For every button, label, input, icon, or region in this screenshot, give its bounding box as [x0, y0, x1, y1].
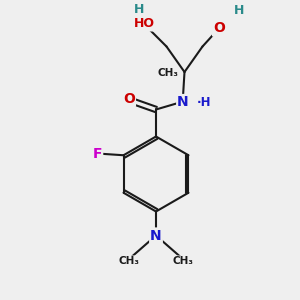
- Text: F: F: [93, 147, 102, 161]
- Text: N: N: [177, 95, 189, 109]
- Text: O: O: [123, 92, 135, 106]
- Text: ·H: ·H: [197, 96, 212, 109]
- Text: CH₃: CH₃: [172, 256, 194, 266]
- Text: N: N: [150, 229, 162, 242]
- Text: H: H: [234, 4, 244, 17]
- Text: H: H: [134, 4, 144, 16]
- Text: CH₃: CH₃: [118, 256, 140, 266]
- Text: CH₃: CH₃: [158, 68, 178, 79]
- Text: HO: HO: [134, 17, 154, 31]
- Text: O: O: [213, 22, 225, 35]
